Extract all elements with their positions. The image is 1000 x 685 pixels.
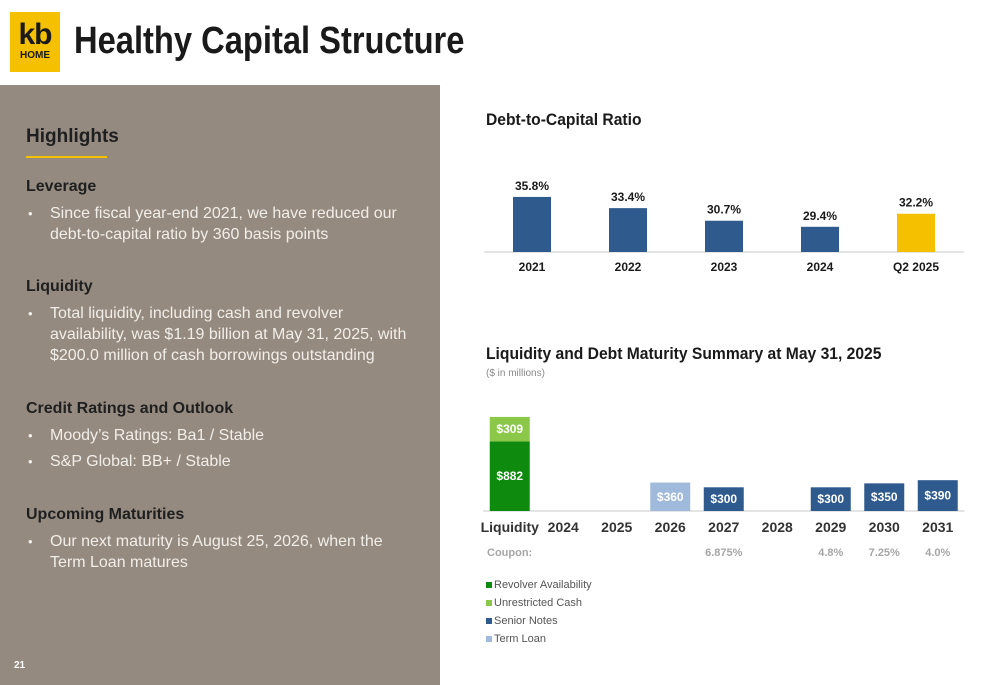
bar-unrestricted-cash (489, 416, 530, 442)
data-label: 29.4% (803, 209, 837, 223)
legend-label: Senior Notes (494, 615, 558, 627)
x-tick-label: 2025 (601, 519, 632, 535)
bar-2022 (609, 208, 647, 252)
chart-legend: Revolver Availability Unrestricted Cash Se… (486, 576, 592, 648)
bar-term-loan (650, 482, 691, 511)
x-tick-label: Liquidity (481, 519, 540, 535)
debt-to-capital-chart: 35.8% 2021 33.4% 2022 30.7% 2023 29.4% 2024 32.2… (484, 179, 964, 274)
bullet-item: Our next maturity is August 25, 2026, wh… (26, 531, 416, 573)
section-heading: Liquidity (26, 278, 93, 295)
bar-senior-notes (810, 487, 851, 511)
bar-2021 (513, 196, 551, 252)
x-tick-label: 2021 (519, 260, 546, 274)
x-tick-label: Q2 2025 (893, 260, 939, 274)
section-upcoming-maturities: Upcoming Maturities Our next maturity is… (26, 505, 416, 578)
chart-units-note: ($ in millions) (486, 368, 545, 379)
legend-item: Revolver Availability (486, 576, 592, 594)
data-label: $300 (710, 492, 737, 506)
legend-label: Unrestricted Cash (494, 597, 583, 609)
legend-item: Senior Notes (486, 612, 592, 630)
bar-senior-notes (917, 480, 958, 511)
liquidity-chart-title: Liquidity and Debt Maturity Summary at M… (486, 344, 882, 363)
data-label: $360 (657, 490, 684, 504)
x-tick-label: 2024 (548, 519, 579, 535)
data-label: 30.7% (707, 203, 741, 217)
coupon-label: Coupon: (487, 547, 532, 559)
legend-swatch (486, 582, 492, 588)
logo-kb-text: kb (18, 18, 52, 51)
data-label: 33.4% (611, 190, 645, 204)
bar-senior-notes (864, 483, 905, 511)
legend-swatch (486, 618, 492, 624)
x-tick-label: 2031 (922, 519, 953, 535)
data-label: 32.2% (899, 196, 933, 210)
legend-swatch (486, 600, 492, 606)
section-heading: Upcoming Maturities (26, 506, 185, 523)
bar-senior-notes (703, 487, 744, 511)
legend-item: Term Loan (486, 630, 592, 648)
legend-item: Unrestricted Cash (486, 594, 592, 612)
data-label: $300 (817, 492, 844, 506)
x-tick-label: 2024 (807, 260, 834, 274)
data-label: $350 (871, 490, 898, 504)
x-tick-label: 2030 (869, 519, 900, 535)
x-tick-label: 2028 (762, 519, 793, 535)
debt-capital-chart-title: Debt-to-Capital Ratio (486, 110, 642, 129)
section-heading: Credit Ratings and Outlook (26, 400, 234, 417)
x-tick-label: 2027 (708, 519, 739, 535)
x-tick-label: 2023 (711, 260, 738, 274)
bullet-item: Since fiscal year-end 2021, we have redu… (26, 203, 416, 245)
page-number: 21 (14, 660, 26, 671)
page-title: Healthy Capital Structure (74, 20, 465, 62)
liquidity-maturity-chart: $882 $309 Liquidity 2024 2025 $360 2026 $300 202… (481, 416, 965, 559)
x-tick-label: 2029 (815, 519, 846, 535)
bar-2024 (801, 226, 839, 252)
section-credit-ratings: Credit Ratings and Outlook Moody’s Ratin… (26, 399, 416, 477)
x-tick-label: 2026 (655, 519, 686, 535)
bullet-item: Moody’s Ratings: Ba1 / Stable (26, 425, 416, 446)
coupon-rate: 6.875% (705, 547, 743, 559)
highlights-title: Highlights (26, 126, 119, 147)
data-label: 35.8% (515, 179, 549, 193)
data-label: $390 (924, 489, 951, 503)
x-tick-label: 2022 (615, 260, 642, 274)
coupon-rate: 4.0% (925, 547, 950, 559)
logo-home-text: HOME (20, 50, 50, 61)
bar-2023 (705, 220, 743, 252)
highlights-underline (26, 156, 107, 158)
bullet-item: Total liquidity, including cash and revo… (26, 303, 416, 366)
legend-label: Revolver Availability (494, 579, 592, 591)
section-heading: Leverage (26, 178, 97, 195)
kb-home-logo: kb HOME (10, 12, 60, 72)
data-label: $882 (496, 469, 523, 483)
section-liquidity: Liquidity Total liquidity, including cas… (26, 277, 416, 371)
coupon-rate: 7.25% (869, 547, 900, 559)
bar-revolver-availability (489, 441, 530, 511)
legend-swatch (486, 636, 492, 642)
section-leverage: Leverage Since fiscal year-end 2021, we … (26, 177, 416, 250)
bullet-item: S&P Global: BB+ / Stable (26, 451, 416, 472)
legend-label: Term Loan (494, 633, 546, 645)
coupon-rate: 4.8% (818, 547, 843, 559)
data-label: $309 (496, 422, 523, 436)
highlights-panel: Highlights Leverage Since fiscal year-en… (0, 85, 440, 685)
bar-q2-2025 (897, 213, 935, 252)
